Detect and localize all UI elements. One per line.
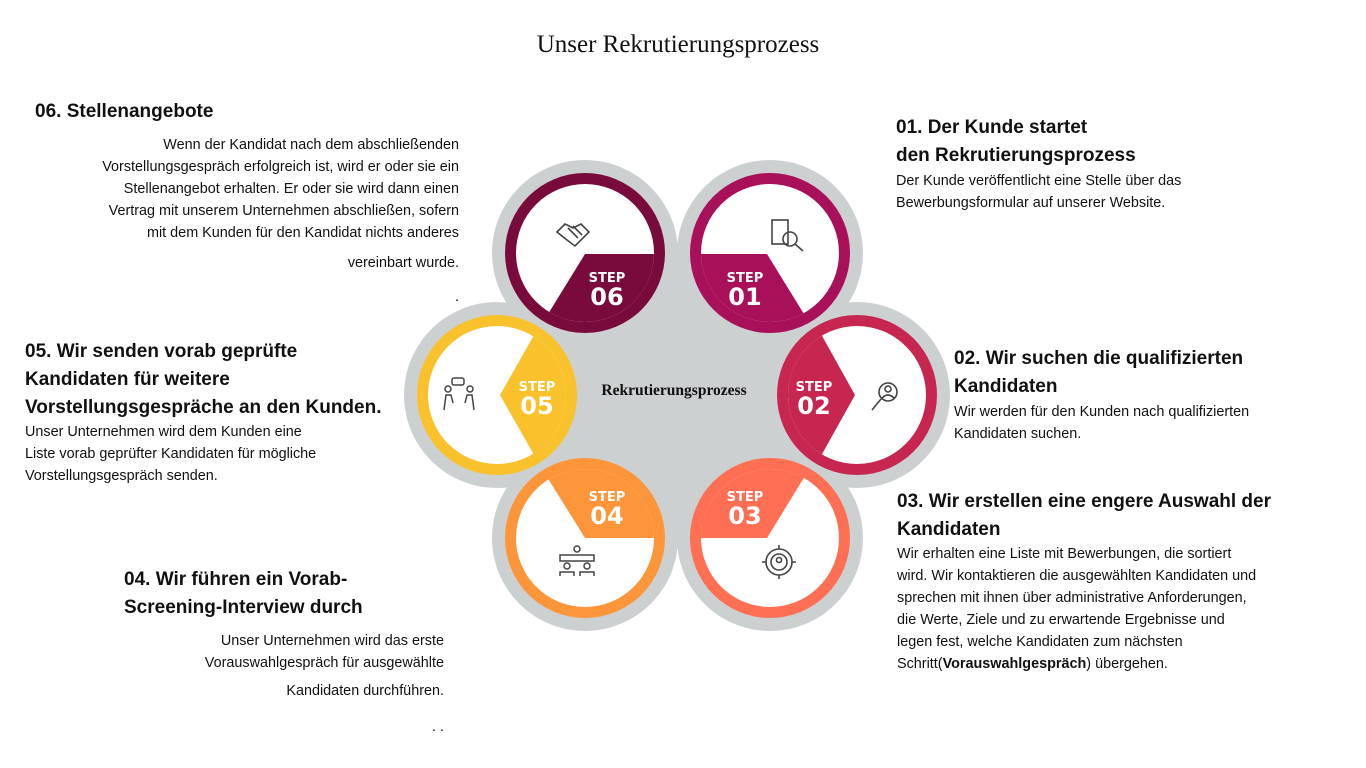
step-04-trailing: . . [432, 719, 444, 735]
step-04-heading: 04. Wir führen ein Vorab- [124, 569, 348, 590]
meeting-table-icon [559, 545, 595, 576]
step-03-circle[interactable]: STEP 03 [680, 440, 850, 618]
step-01-heading: den Rekrutierungsprozess [896, 145, 1136, 166]
step-04-word: STEP [589, 490, 626, 505]
target-person-icon [762, 545, 796, 579]
step-04-body-line: Kandidaten durchführen. [286, 683, 444, 699]
step-03-body-line: die Werte, Ziele und zu erwartende Ergeb… [897, 612, 1225, 628]
step-05-body-line: Liste vorab geprüfter Kandidaten für mög… [25, 446, 317, 462]
step-06-body-line: Vertrag mit unserem Unternehmen abschlie… [108, 203, 459, 219]
interview-chat-icon [443, 377, 475, 411]
step-02-heading: Kandidaten [954, 376, 1058, 397]
center-label: Rekrutierungsprozess [601, 382, 746, 399]
step-04-circle[interactable]: STEP 04 [505, 440, 680, 618]
step-04-heading: Screening-Interview durch [124, 597, 363, 618]
step-03-body-line: wird. Wir kontaktieren die ausgewählten … [897, 568, 1257, 584]
step-03-body-line: sprechen mit ihnen über administrative A… [897, 590, 1247, 606]
step-03-heading: 03. Wir erstellen eine engere Auswahl de… [897, 491, 1271, 512]
step-02-number: 02 [797, 392, 830, 420]
step-05-heading: Kandidaten für weitere [25, 369, 230, 390]
step-05-heading: 05. Wir senden vorab geprüfte [25, 341, 298, 362]
step-05-number: 05 [520, 392, 553, 420]
step-06-body-line: mit dem Kunden für den Kandidat nichts a… [147, 225, 459, 241]
handshake-icon [555, 223, 591, 248]
step-03-number: 03 [728, 502, 761, 530]
step-06-body-line: vereinbart wurde. [347, 255, 459, 271]
step-01-body-line: Bewerbungsformular auf unserer Website. [896, 195, 1166, 211]
step-01-circle[interactable]: STEP 01 [680, 173, 850, 340]
step-02-circle[interactable]: STEP 02 [760, 300, 937, 490]
step-03-body-line: Wir erhalten eine Liste mit Bewerbungen,… [897, 546, 1232, 562]
step-05-body-line: Vorstellungsgespräch senden. [25, 468, 218, 484]
step-05-heading: Vorstellungsgespräche an den Kunden. [25, 397, 382, 418]
step-05-word: STEP [519, 380, 556, 395]
step-06-number: 06 [590, 283, 623, 311]
page-title: Unser Rekrutierungsprozess [536, 31, 820, 58]
step-05-circle[interactable]: STEP 05 [417, 300, 620, 490]
step-06-body-line: Stellenangebot erhalten. Er oder sie wir… [123, 181, 459, 197]
step-06-word: STEP [589, 271, 626, 286]
candidate-search-icon [871, 382, 898, 411]
step-02-body-line: Wir werden für den Kunden nach qualifizi… [954, 404, 1250, 420]
step-01-number: 01 [728, 283, 761, 311]
step-06-body-line: Wenn der Kandidat nach dem abschließende… [163, 137, 459, 153]
step-01-word: STEP [727, 271, 764, 286]
step-03-heading: Kandidaten [897, 519, 1001, 540]
step-06-circle[interactable]: STEP 06 [505, 173, 680, 340]
step-06-heading: 06. Stellenangebote [35, 101, 214, 122]
step-01-heading: 01. Der Kunde startet [896, 117, 1088, 138]
document-search-icon [771, 219, 804, 252]
body-text: Schritt( [897, 656, 943, 672]
step-04-number: 04 [590, 502, 623, 530]
step-03-body-line: legen fest, welche Kandidaten zum nächst… [897, 634, 1183, 650]
step-02-body-line: Kandidaten suchen. [954, 426, 1082, 442]
step-01-body-line: Der Kunde veröffentlicht eine Stelle übe… [896, 173, 1182, 189]
step-05-body-line: Unser Unternehmen wird dem Kunden eine [25, 424, 302, 440]
step-06-trailing: . [455, 289, 459, 305]
step-02-word: STEP [796, 380, 833, 395]
body-text: ) übergehen. [1086, 656, 1168, 672]
step-03-body-last-line: Schritt(Vorauswahlgespräch) übergehen. [897, 653, 1168, 675]
body-bold-term: Vorauswahlgespräch [942, 656, 1087, 672]
step-02-heading: 02. Wir suchen die qualifizierten [954, 348, 1244, 369]
step-04-body-line: Vorauswahlgespräch für ausgewählte [204, 655, 444, 671]
step-06-body-line: Vorstellungsgespräch erfolgreich ist, wi… [102, 159, 459, 175]
step-04-body-line: Unser Unternehmen wird das erste [220, 633, 444, 649]
step-03-word: STEP [727, 490, 764, 505]
